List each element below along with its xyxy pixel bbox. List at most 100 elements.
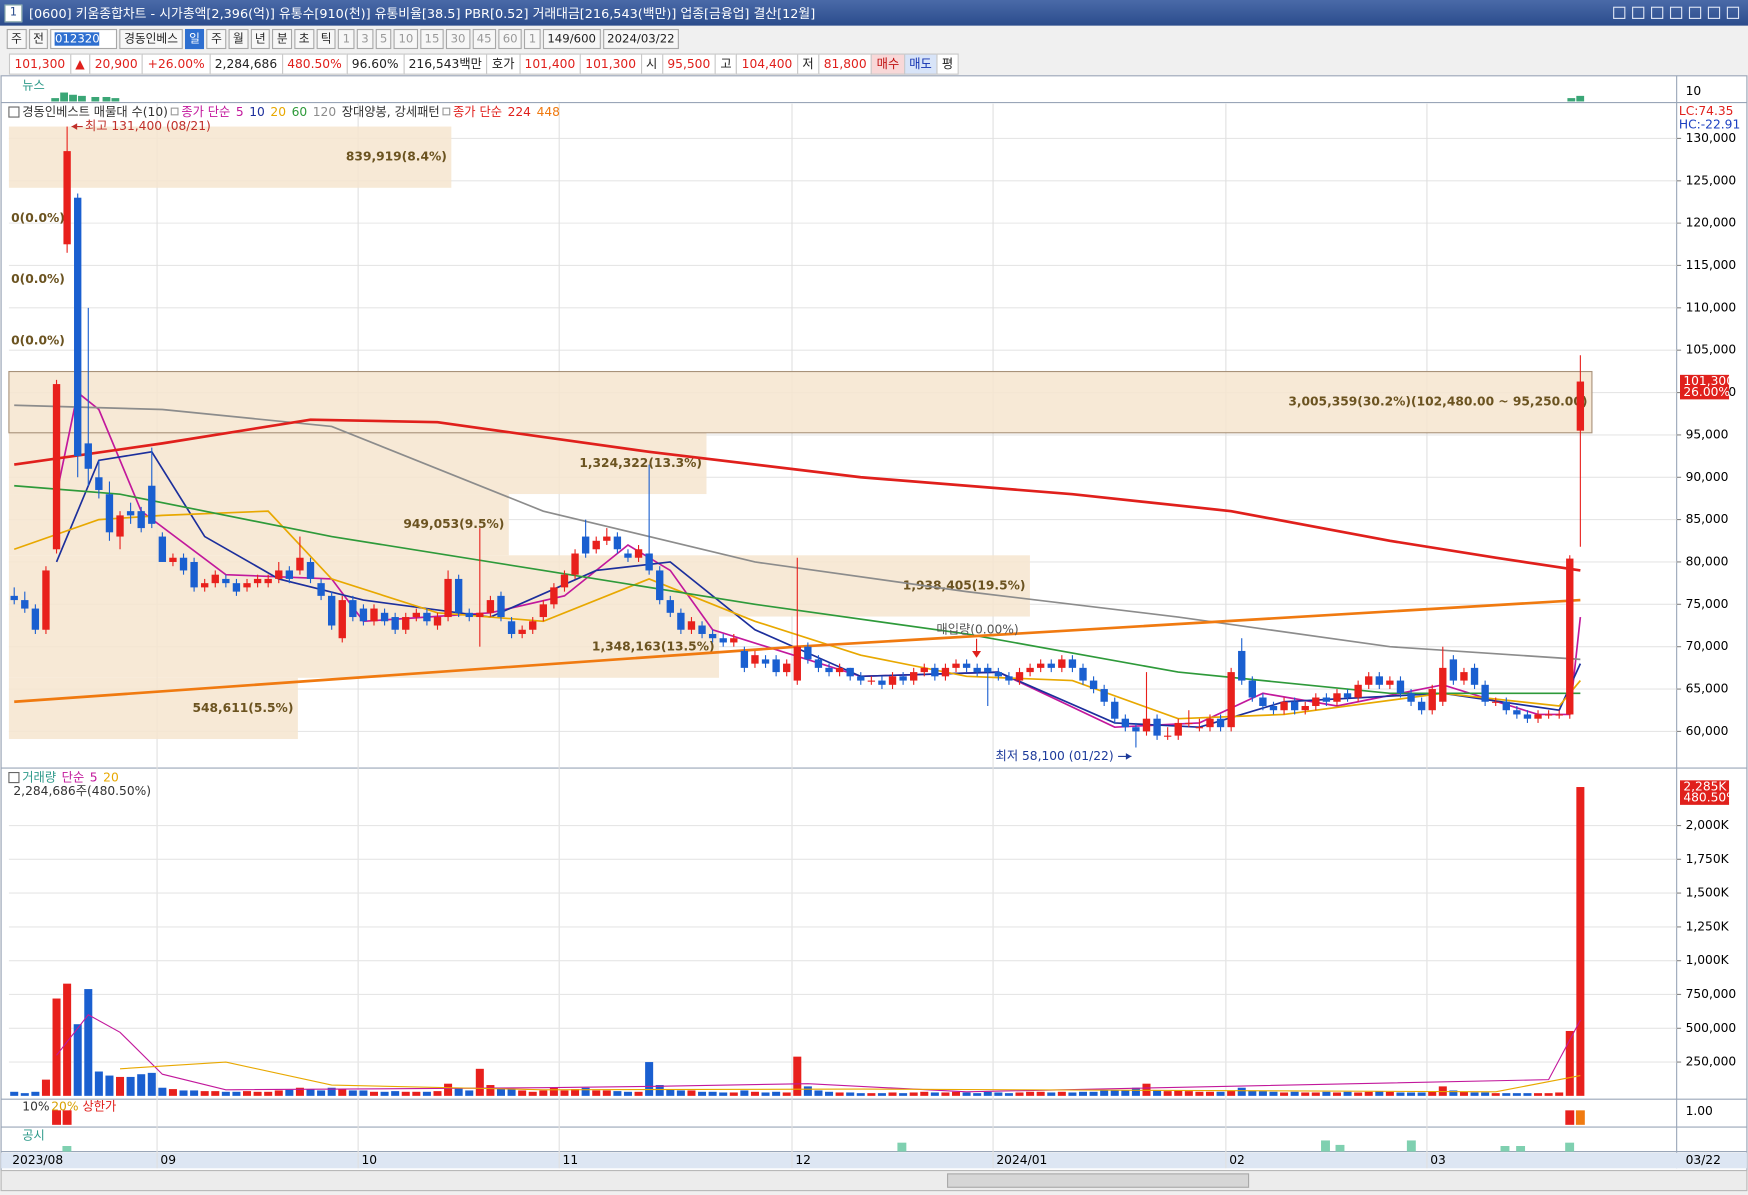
interval-select[interactable]: 1 xyxy=(524,28,541,50)
interval-button[interactable]: 30 xyxy=(446,28,470,50)
candle-body xyxy=(1079,667,1087,681)
legend-pattern: 장대양봉, 강세패턴 xyxy=(342,105,440,119)
volume-bar xyxy=(803,1086,812,1096)
y-tick-label: 110,000 xyxy=(1686,300,1737,314)
volume-bar xyxy=(835,1092,844,1096)
volume-bar xyxy=(1205,1091,1215,1096)
panel-label: 공시 xyxy=(22,1128,45,1142)
volume-bar xyxy=(232,1091,241,1096)
candle-body xyxy=(592,540,600,550)
low-label: 저 xyxy=(796,52,820,75)
volume-bar xyxy=(518,1090,527,1096)
period-button[interactable]: 주 xyxy=(206,28,227,50)
volume-bar xyxy=(645,1062,654,1096)
interval-button[interactable]: 15 xyxy=(420,28,444,50)
volume-bar xyxy=(454,1087,463,1096)
candle-body xyxy=(814,659,823,668)
candle-body xyxy=(825,667,833,673)
volume-bar xyxy=(962,1092,971,1096)
candle-body xyxy=(1439,667,1447,702)
candle-body xyxy=(296,557,304,571)
candle-body xyxy=(539,604,547,618)
volume-bar xyxy=(1131,1087,1140,1096)
news-marker xyxy=(51,98,60,102)
period-button[interactable]: 틱 xyxy=(316,28,336,50)
date-input[interactable]: 2024/03/22 xyxy=(602,28,680,50)
volume-rate: 480.50% xyxy=(281,52,348,75)
volume-bar xyxy=(994,1092,1003,1096)
y-tick-label: 105,000 xyxy=(1686,343,1737,357)
stock-name[interactable]: 경동인베스 xyxy=(119,28,183,50)
candle-body xyxy=(412,612,421,618)
buy-button[interactable]: 매수 xyxy=(871,52,905,75)
period-button[interactable]: 년 xyxy=(250,28,271,50)
y-tick-label: 1,250K xyxy=(1686,919,1730,933)
volume-bar xyxy=(1407,1092,1416,1096)
volume-bar xyxy=(1301,1092,1310,1096)
sell-button[interactable]: 매도 xyxy=(903,52,938,75)
last-volume-change: 480.50% xyxy=(1683,791,1738,805)
volume-bar xyxy=(369,1091,379,1096)
volume-bar xyxy=(1216,1091,1225,1096)
interval-button[interactable]: 45 xyxy=(472,28,496,50)
candle-body xyxy=(571,553,579,575)
tool-button[interactable]: 주 xyxy=(6,28,27,50)
candle-body xyxy=(275,570,283,579)
stock-code-input[interactable]: 012320 xyxy=(50,28,118,50)
y-tick-label: 130,000 xyxy=(1686,131,1737,145)
y-tick-label: 90,000 xyxy=(1686,470,1729,484)
volume-bar xyxy=(623,1091,632,1096)
interval-button[interactable]: 10 xyxy=(393,28,418,50)
volume-bar xyxy=(814,1090,823,1096)
ma-line xyxy=(14,418,1581,572)
interval-button[interactable]: 3 xyxy=(356,28,374,50)
candle-body xyxy=(1269,705,1278,711)
volume-bar xyxy=(1004,1093,1013,1096)
candle-body xyxy=(264,578,272,584)
candle-body xyxy=(201,583,209,588)
period-button[interactable]: 월 xyxy=(228,28,249,50)
period-button[interactable]: 일 xyxy=(184,28,205,50)
candle-body xyxy=(1492,701,1500,703)
volume-bar xyxy=(507,1089,516,1096)
volume-bar xyxy=(200,1091,209,1096)
legend-entry: 20 xyxy=(103,771,119,785)
count-input[interactable]: 149/600 xyxy=(542,28,601,50)
eval-button[interactable]: 평 xyxy=(936,52,959,75)
candle-body xyxy=(1026,667,1034,673)
candle-body xyxy=(1428,689,1436,711)
candle-body xyxy=(211,574,219,584)
candle-body xyxy=(402,617,410,630)
candle-body xyxy=(878,680,886,685)
volume-bar xyxy=(666,1089,675,1096)
candle-body xyxy=(1216,718,1225,728)
candle-body xyxy=(1100,689,1108,702)
period-button[interactable]: 분 xyxy=(272,28,293,50)
volume-bar xyxy=(1248,1090,1257,1096)
volume-zone xyxy=(8,494,509,556)
legend-title: 경동인베스트 매물대 수(10) xyxy=(22,105,168,119)
volume-bar xyxy=(1184,1091,1193,1096)
candle-body xyxy=(1502,701,1510,711)
volume-bar xyxy=(1174,1090,1183,1096)
volume-bar xyxy=(253,1091,262,1096)
volume-bar xyxy=(1026,1091,1035,1096)
scroll-thumb[interactable] xyxy=(947,1173,1250,1188)
window-controls[interactable] xyxy=(1613,6,1740,19)
period-button[interactable]: 초 xyxy=(294,28,315,50)
candle-body xyxy=(105,494,114,533)
interval-button[interactable]: 1 xyxy=(338,28,355,50)
interval-button[interactable]: 5 xyxy=(375,28,392,50)
volume-bar xyxy=(1481,1092,1490,1096)
candle-body xyxy=(1089,680,1098,690)
volume-bar xyxy=(391,1091,400,1096)
news-marker xyxy=(60,92,69,102)
volume-bar xyxy=(380,1091,389,1096)
candle-body xyxy=(941,667,950,677)
window-title: [0600] 키움종합차트 - 시가총액[2,396(억)] 유통수[910(천… xyxy=(28,5,816,21)
y-tick-label: 750,000 xyxy=(1686,987,1737,1001)
tool-button[interactable]: 전 xyxy=(28,28,49,50)
interval-button[interactable]: 60 xyxy=(498,28,523,50)
candle-body xyxy=(74,197,82,457)
